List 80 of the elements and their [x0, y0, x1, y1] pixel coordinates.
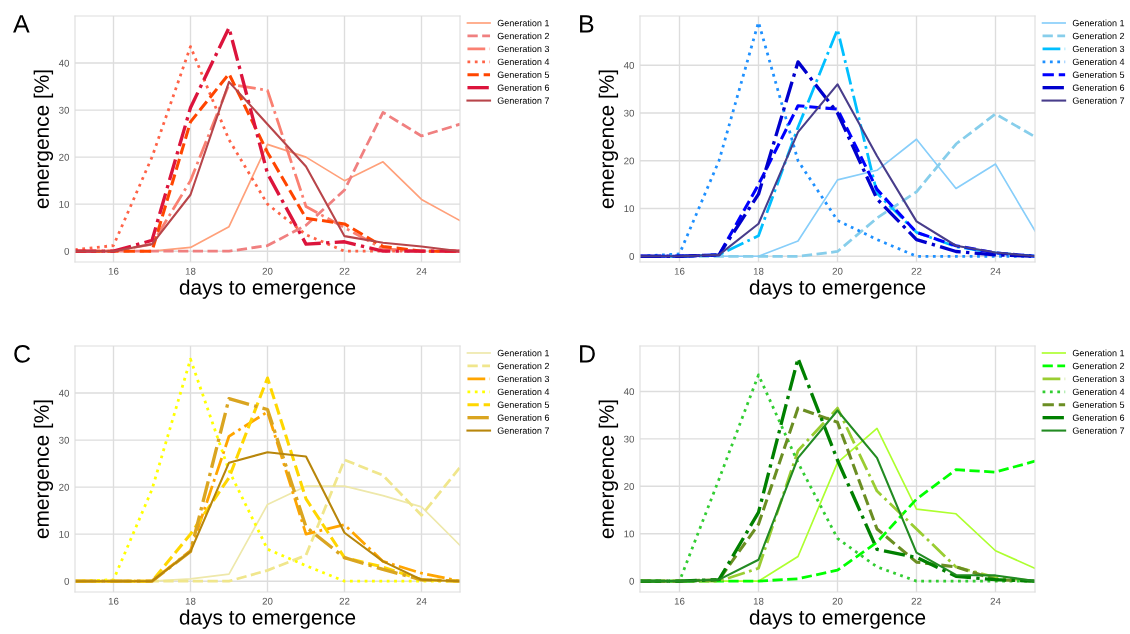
x-tick-label: 16 [674, 597, 685, 605]
legend-label: Generation 7 [497, 97, 549, 104]
x-tick-label: 20 [832, 597, 843, 605]
legend-label: Generation 2 [497, 362, 549, 370]
x-tick-label: 22 [911, 267, 922, 275]
x-tick-label: 18 [185, 267, 196, 275]
y-axis-title: emergence [%] [598, 400, 619, 539]
x-tick-label: 18 [753, 267, 764, 275]
x-tick-label: 18 [753, 597, 764, 605]
y-tick-label: 20 [624, 483, 635, 490]
legend-label: Generation 5 [497, 71, 550, 78]
x-tick-label: 16 [674, 267, 685, 275]
y-tick-label: 0 [629, 253, 635, 260]
y-axis-title: emergence [%] [33, 70, 54, 209]
x-tick-label: 24 [990, 597, 1001, 605]
legend-label: Generation 7 [1072, 427, 1125, 434]
legend-label: Generation 5 [1072, 401, 1125, 408]
x-tick-label: 18 [185, 597, 196, 605]
legend-label: Generation 3 [497, 45, 550, 53]
legend-label: Generation 2 [497, 32, 549, 40]
legend-label: Generation 5 [1072, 71, 1125, 78]
x-tick-label: 20 [262, 267, 273, 275]
legend-label: Generation 1 [497, 349, 550, 357]
chart-title: B [580, 15, 594, 33]
x-axis-title: days to emergence [749, 609, 926, 629]
legend-label: Generation 4 [1072, 388, 1125, 396]
legend-label: Generation 6 [1072, 84, 1125, 91]
x-tick-label: 24 [416, 267, 427, 275]
y-tick-label: 30 [59, 436, 70, 444]
y-tick-label: 0 [64, 247, 70, 255]
chart-title: D [580, 345, 595, 363]
chart-title: A [13, 15, 30, 33]
legend-label: Generation 7 [497, 427, 549, 434]
y-axis-title: emergence [%] [33, 400, 54, 539]
legend-label: Generation 5 [497, 401, 550, 408]
legend-label: Generation 1 [1072, 19, 1125, 27]
x-axis-title: days to emergence [179, 609, 356, 629]
legend-label: Generation 3 [497, 375, 550, 383]
y-tick-label: 20 [59, 153, 70, 161]
x-axis-title: days to emergence [749, 279, 926, 299]
y-tick-label: 20 [624, 157, 635, 165]
legend-label: Generation 4 [1072, 58, 1125, 66]
legend-label: Generation 3 [1072, 375, 1125, 383]
y-tick-label: 30 [624, 109, 635, 117]
x-tick-label: 24 [416, 597, 427, 605]
legend-label: Generation 1 [1072, 349, 1125, 357]
x-tick-label: 16 [108, 597, 119, 605]
x-tick-label: 22 [339, 267, 350, 275]
legend-label: Generation 1 [497, 19, 550, 27]
y-tick-label: 20 [59, 483, 70, 491]
legend-label: Generation 2 [1072, 32, 1125, 40]
y-tick-label: 30 [59, 106, 70, 114]
legend-label: Generation 4 [497, 58, 550, 66]
legend-label: Generation 6 [497, 414, 550, 421]
y-tick-label: 30 [624, 435, 635, 443]
x-tick-label: 24 [990, 267, 1001, 275]
legend-label: Generation 3 [1072, 45, 1125, 53]
y-tick-label: 0 [64, 577, 70, 585]
y-tick-label: 10 [59, 530, 70, 538]
x-tick-label: 16 [108, 267, 119, 275]
legend-label: Generation 4 [497, 388, 550, 396]
legend-label: Generation 2 [1072, 362, 1125, 370]
x-tick-label: 20 [262, 597, 273, 605]
x-tick-label: 22 [339, 597, 350, 605]
y-tick-label: 10 [624, 205, 635, 213]
x-axis-title: days to emergence [179, 279, 356, 299]
y-tick-label: 40 [58, 59, 70, 67]
legend-label: Generation 6 [497, 84, 550, 91]
x-tick-label: 22 [911, 597, 922, 605]
y-tick-label: 10 [59, 200, 70, 208]
x-tick-label: 20 [832, 267, 843, 275]
y-axis-title: emergence [%] [598, 70, 619, 209]
y-tick-label: 40 [623, 61, 635, 69]
y-tick-label: 40 [58, 389, 70, 397]
legend-label: Generation 6 [1072, 414, 1125, 421]
chart-title: C [14, 345, 31, 363]
y-tick-label: 0 [629, 577, 635, 585]
legend-label: Generation 7 [1072, 97, 1125, 104]
y-tick-label: 40 [623, 388, 635, 396]
y-tick-label: 10 [624, 530, 635, 538]
